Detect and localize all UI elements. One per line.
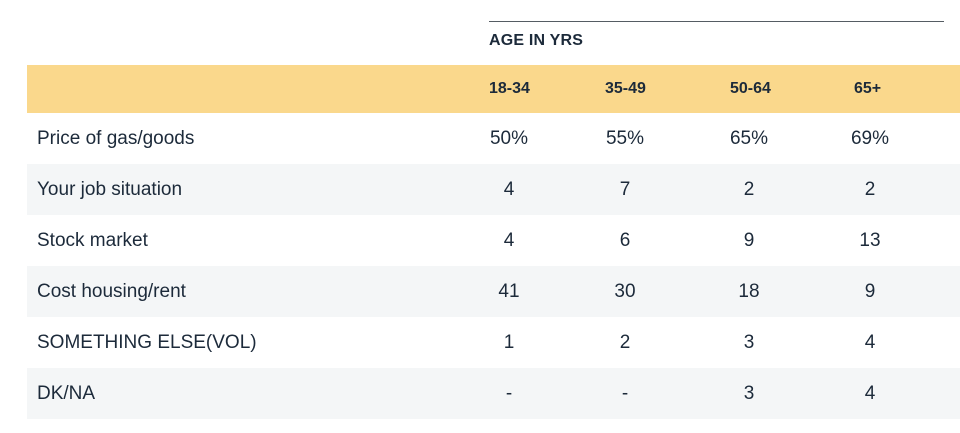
- table-cell: -: [621, 383, 629, 404]
- table-cell: 2: [864, 179, 876, 200]
- table-cell: 55%: [605, 128, 645, 149]
- column-header-35-49: 35-49: [605, 80, 646, 97]
- table-cell: 2: [619, 332, 631, 353]
- table-cell: 41: [498, 281, 520, 302]
- table-cell: 4: [503, 230, 515, 251]
- table-cell: 4: [864, 332, 876, 353]
- column-group-label: AGE IN YRS: [489, 32, 584, 49]
- table-row: Price of gas/goods 50% 55% 65% 69%: [27, 113, 960, 164]
- table-row: Your job situation 4 7 2 2: [27, 164, 960, 215]
- table-cell: 3: [743, 332, 755, 353]
- row-label: Cost housing/rent: [37, 281, 186, 302]
- table-row: SOMETHING ELSE(VOL) 1 2 3 4: [27, 317, 960, 368]
- table-cell: 1: [503, 332, 515, 353]
- table-cell: 65%: [729, 128, 769, 149]
- table-row: Stock market 4 6 9 13: [27, 215, 960, 266]
- top-rule: [489, 21, 944, 22]
- table-cell: 69%: [850, 128, 890, 149]
- table-cell: 6: [619, 230, 631, 251]
- table-cell: 4: [864, 383, 876, 404]
- table-cell: 18: [738, 281, 760, 302]
- row-label: Your job situation: [37, 179, 183, 200]
- table-cell: 9: [864, 281, 876, 302]
- table-cell: 50%: [489, 128, 529, 149]
- table-row: Cost housing/rent 41 30 18 9: [27, 266, 960, 317]
- table-cell: 4: [503, 179, 515, 200]
- table-cell: 9: [743, 230, 755, 251]
- table-row: DK/NA - - 3 4: [27, 368, 960, 419]
- table-cell: 7: [619, 179, 631, 200]
- table-cell: 3: [743, 383, 755, 404]
- row-label: DK/NA: [37, 383, 96, 404]
- column-header-65-plus: 65+: [854, 80, 882, 97]
- row-label: SOMETHING ELSE(VOL): [37, 332, 257, 353]
- table-cell: 30: [614, 281, 636, 302]
- table-cell: 2: [743, 179, 755, 200]
- column-header-18-34: 18-34: [489, 80, 530, 97]
- row-label: Price of gas/goods: [37, 128, 195, 149]
- table-cell: 13: [859, 230, 881, 251]
- header-row: 18-34 35-49 50-64 65+: [27, 65, 960, 113]
- table-cell: -: [505, 383, 513, 404]
- column-header-50-64: 50-64: [730, 80, 771, 97]
- row-label: Stock market: [37, 230, 148, 251]
